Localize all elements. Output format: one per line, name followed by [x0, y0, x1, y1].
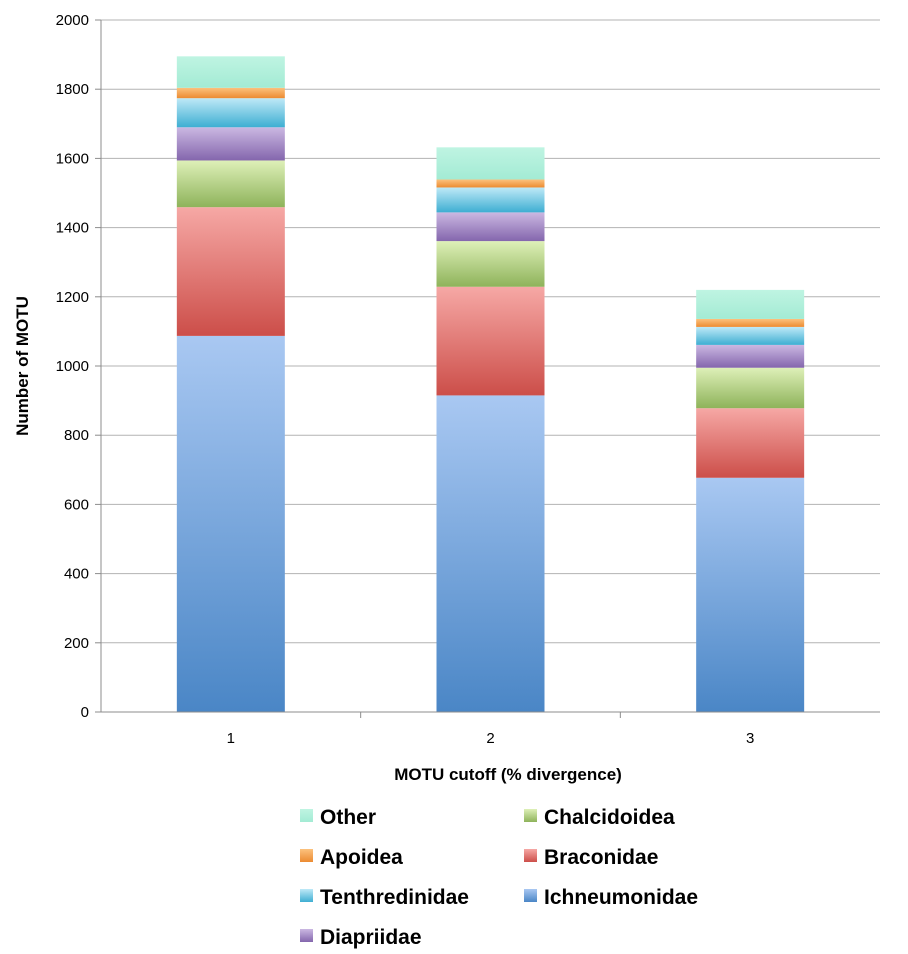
bar-segment-chalcidoidea	[436, 241, 545, 287]
bar-segment-other	[696, 289, 805, 319]
bar-segment-diapriidae	[696, 344, 805, 368]
legend-item-ichneumonidae: Ichneumonidae	[524, 886, 698, 909]
bar-segment-chalcidoidea	[696, 367, 805, 409]
bar-segment-chalcidoidea	[176, 160, 285, 208]
y-tick-label: 1600	[56, 150, 89, 167]
legend-item-apoidea: Apoidea	[300, 846, 403, 869]
legend-item-diapriidae: Diapriidae	[300, 926, 422, 949]
x-tick-labels: 1 2 3	[227, 730, 755, 747]
x-tick-label: 3	[746, 730, 754, 747]
legend-swatch	[524, 889, 537, 902]
legend-swatch	[524, 849, 537, 862]
y-tick-labels: 0 200 400 600 800 1000 1200 1400 1600 1800 2000	[56, 12, 89, 721]
legend-item-braconidae: Braconidae	[524, 846, 658, 869]
bar-stack-3	[696, 289, 805, 712]
y-tick-label: 1200	[56, 289, 89, 306]
bar-segment-braconidae	[176, 207, 285, 336]
bar-segment-apoidea	[176, 87, 285, 99]
bar-segment-tenthredinidae	[176, 98, 285, 128]
bar-segment-diapriidae	[176, 127, 285, 161]
bar-segment-other	[176, 56, 285, 88]
legend-swatch	[300, 809, 313, 822]
bar-stack-2	[436, 147, 545, 712]
legend-label: Ichneumonidae	[544, 886, 698, 909]
axes	[100, 20, 880, 718]
legend-label: Other	[320, 806, 376, 829]
y-tick-label: 1000	[56, 358, 89, 375]
legend: Other Chalcidoidea Apoidea Braconidae Tenthr…	[300, 806, 698, 949]
y-tick-label: 200	[64, 635, 89, 652]
x-tick-label: 2	[486, 730, 494, 747]
bar-segment-diapriidae	[436, 212, 545, 242]
legend-label: Apoidea	[320, 846, 403, 869]
y-tick-label: 600	[64, 496, 89, 513]
legend-swatch	[524, 809, 537, 822]
legend-label: Chalcidoidea	[544, 806, 675, 829]
legend-swatch	[300, 889, 313, 902]
y-tick-label: 800	[64, 427, 89, 444]
bar-segment-apoidea	[436, 179, 545, 188]
bar-stacks	[176, 56, 805, 712]
legend-label: Braconidae	[544, 846, 658, 869]
y-tick-label: 1800	[56, 81, 89, 98]
bar-segment-apoidea	[696, 318, 805, 327]
legend-label: Tenthredinidae	[320, 886, 469, 909]
bar-segment-other	[436, 147, 545, 180]
legend-item-chalcidoidea: Chalcidoidea	[524, 806, 675, 829]
legend-item-other: Other	[300, 806, 376, 829]
y-tick-label: 0	[81, 704, 89, 721]
bar-stack-1	[176, 56, 285, 712]
x-axis-title: MOTU cutoff (% divergence)	[394, 765, 622, 784]
y-tick-label: 400	[64, 566, 89, 583]
legend-label: Diapriidae	[320, 926, 422, 949]
bar-segment-braconidae	[696, 408, 805, 478]
legend-item-tenthredinidae: Tenthredinidae	[300, 886, 469, 909]
legend-swatch	[300, 849, 313, 862]
y-tick-label: 2000	[56, 12, 89, 29]
bar-segment-ichneumonidae	[436, 395, 545, 712]
bar-segment-braconidae	[436, 286, 545, 396]
bar-segment-tenthredinidae	[696, 326, 805, 345]
bar-segment-ichneumonidae	[176, 335, 285, 712]
y-axis-title: Number of MOTU	[13, 296, 32, 436]
x-tick-label: 1	[227, 730, 235, 747]
y-tick-label: 1400	[56, 220, 89, 237]
legend-swatch	[300, 929, 313, 942]
bar-segment-ichneumonidae	[696, 477, 805, 712]
bar-segment-tenthredinidae	[436, 187, 545, 213]
